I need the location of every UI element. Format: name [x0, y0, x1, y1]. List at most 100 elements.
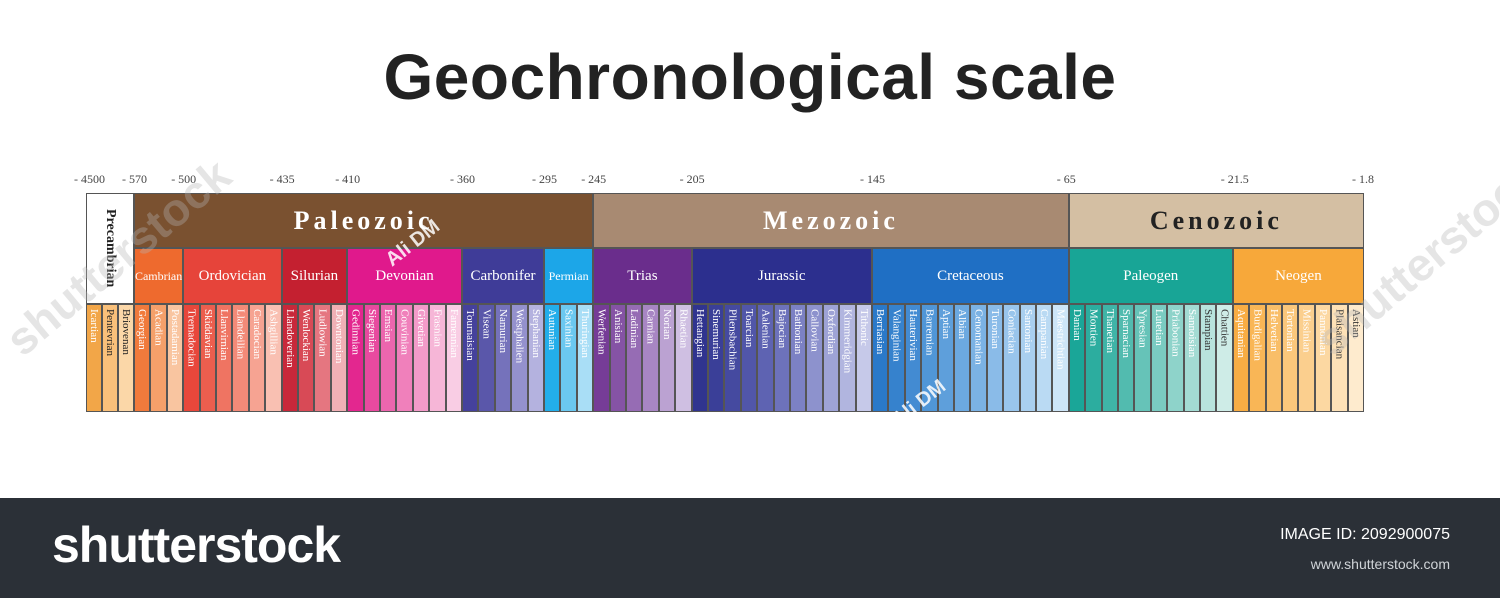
stage-cell: Toarcian	[740, 304, 758, 412]
stage-cell: Llandoverian	[281, 304, 298, 412]
vtext: Sannoisian	[1185, 309, 1198, 358]
stage-cell: Downtonian	[330, 304, 348, 412]
era-cell: Mezozoic	[593, 193, 1069, 248]
period-label: Permian	[548, 268, 589, 283]
stage-cell: Valanginian	[888, 304, 905, 412]
stage-cell: Hettangian	[691, 304, 708, 412]
stage-cell: Acadian	[150, 304, 167, 412]
vtext: Acadian	[152, 309, 165, 346]
stage-cell: Tortonian	[1282, 304, 1299, 412]
vtext: Siegenian	[365, 309, 378, 353]
stage-cell: Bajocian	[773, 304, 790, 412]
stage-cell: Missinian	[1298, 304, 1315, 412]
stage-cell: Coniacian	[1003, 304, 1020, 412]
age-tick: - 500	[171, 172, 197, 186]
period-cell: Trias	[593, 248, 692, 304]
vtext: Couvinian	[398, 309, 411, 355]
stage-cell: Gedinnian	[347, 304, 364, 412]
period-cell: Jurassic	[691, 248, 872, 304]
period-label: Carbonifer	[470, 267, 536, 284]
stage-cell: Skiddavian	[199, 304, 216, 412]
age-tick: - 295	[532, 172, 557, 186]
stage-cell: Llandeilian	[232, 304, 249, 412]
vtext: Campanian	[1038, 309, 1051, 360]
stage-cell: Bathonian	[790, 304, 807, 412]
vtext: Bajocian	[775, 309, 788, 349]
stage-cell: Frasnian	[429, 304, 446, 412]
stage-cell: Visean	[478, 304, 495, 412]
vtext: Barremian	[923, 309, 936, 356]
period-label: Ordovician	[198, 267, 267, 284]
vtext: Stephanian	[529, 309, 542, 358]
stage-cell: Wenlockian	[298, 304, 315, 412]
vtext: Caradocian	[250, 309, 263, 360]
shutterstock-logo: shutterstock	[52, 517, 341, 573]
vtext: Albian	[956, 309, 969, 339]
stage-cell: Llanvirnian	[216, 304, 233, 412]
vtext: Valanginian	[890, 309, 903, 362]
era-label: Cenozoic	[1149, 205, 1283, 235]
period-cell: Paleogen	[1068, 248, 1233, 304]
period-cell: Ordovician	[183, 248, 282, 304]
stage-cell: Postadamian	[166, 304, 184, 412]
stage-cell: Lutetian	[1150, 304, 1168, 412]
stage-cell: Burdigalian	[1249, 304, 1266, 412]
period-cell: Cretaceous	[872, 248, 1069, 304]
period-label: Devonian	[375, 267, 434, 284]
vtext: Tremadocian	[185, 309, 198, 367]
stage-cell: Pliensbachian	[724, 304, 741, 412]
stage-cell: Carnian	[642, 304, 659, 412]
age-tick: - 570	[122, 172, 147, 186]
stage-cell: Maestrichtian	[1052, 304, 1069, 412]
footer-url: www.shutterstock.com	[1310, 556, 1450, 572]
pre-text: Precambrian	[103, 209, 118, 288]
vtext: Pannonian	[1316, 309, 1329, 356]
age-tick: - 410	[335, 172, 361, 186]
vtext: Postadamian	[168, 309, 181, 366]
period-cell: Silurian	[281, 248, 348, 304]
stage-cell: Namurian	[494, 304, 512, 412]
vtext: Berriasian	[874, 309, 887, 355]
vtext: Visean	[480, 309, 493, 339]
vtext: Danian	[1070, 309, 1083, 341]
image-id: IMAGE ID: 2092900075	[1280, 526, 1450, 543]
period-cell: Carbonifer	[462, 248, 544, 304]
vtext: Priabonian	[1169, 309, 1182, 357]
vtext: Astian	[1349, 309, 1362, 338]
vtext: Santonian	[1021, 309, 1034, 353]
period-label: Cretaceous	[937, 267, 1004, 284]
vtext: Georgian	[136, 309, 149, 350]
vtext: Ypresian	[1136, 309, 1149, 348]
stage-cell: Ludlowian	[314, 304, 331, 412]
vtext: Helvetian	[1267, 309, 1280, 352]
vtext: Hauterivian	[906, 309, 919, 361]
stage-cell: Tournaisian	[462, 304, 479, 412]
period-label: Trias	[627, 267, 658, 284]
stage-cell: Chattien	[1216, 304, 1233, 412]
stage-cell: Givetian	[412, 304, 430, 412]
age-tick: - 21.5	[1220, 172, 1249, 186]
vtext: Ashgillian	[267, 309, 280, 355]
vtext: Emsian	[382, 309, 395, 342]
stage-cell: Aptian	[937, 304, 954, 412]
age-tick: - 360	[450, 172, 475, 186]
stage-cell: Hauterivian	[904, 304, 922, 412]
vtext: Coniacian	[1005, 309, 1018, 354]
stage-cell: Rhaetian	[675, 304, 692, 412]
stage-cell: Famennian	[445, 304, 462, 412]
stage-cell: Turonian	[986, 304, 1004, 412]
vtext: Sinemurian	[710, 309, 723, 360]
period-cell: Cambrian	[134, 248, 184, 304]
vtext: Toarcian	[742, 309, 755, 348]
page-title: Geochronological scale	[383, 41, 1117, 113]
period-label: Paleogen	[1123, 267, 1179, 284]
stage-cell: Kimmeridgian	[839, 304, 856, 412]
stage-cell: Thuringian	[576, 304, 594, 412]
stage-cell: Saxinian	[560, 304, 577, 412]
precambrian-cell: Precambrian	[86, 193, 134, 304]
age-tick: - 4500	[74, 172, 105, 186]
vtext: Tortonian	[1284, 309, 1297, 352]
vtext: Autunian	[546, 309, 559, 350]
vtext: Tithonic	[857, 309, 870, 346]
stage-cell: Plaisancian	[1331, 304, 1348, 412]
